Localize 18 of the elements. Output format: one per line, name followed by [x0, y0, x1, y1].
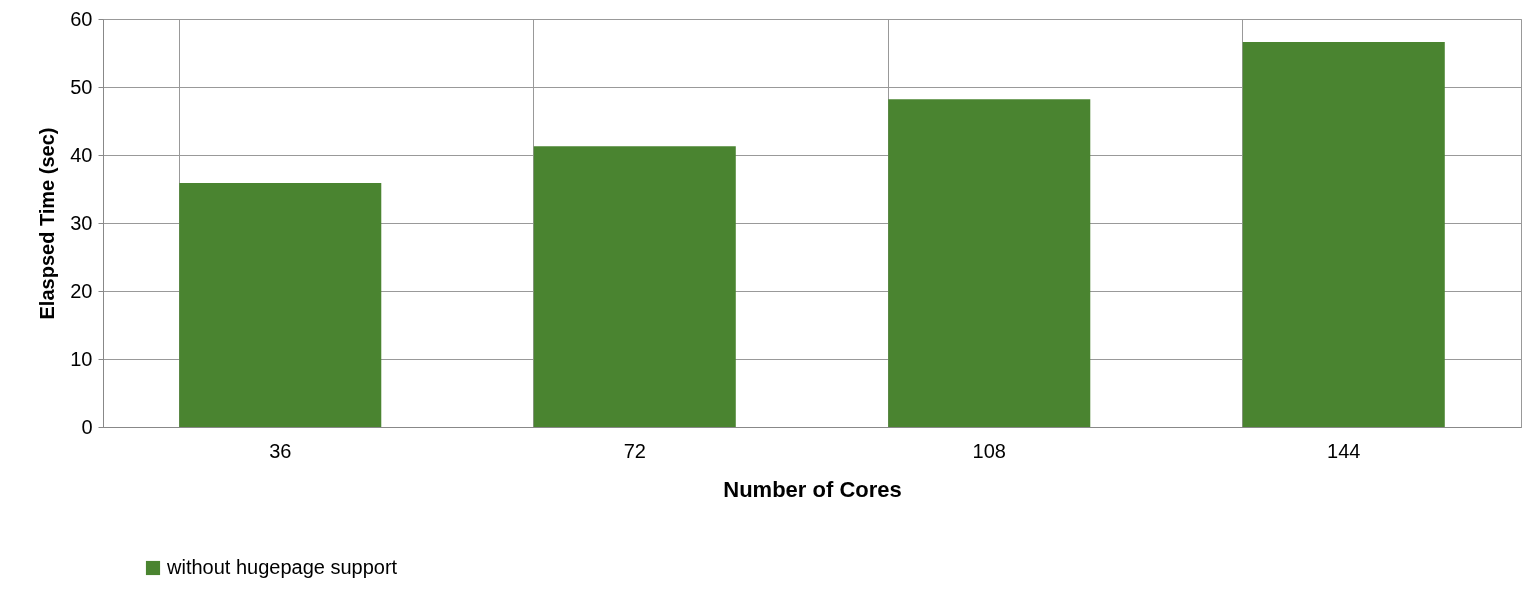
x-tick-label: 72: [623, 439, 646, 462]
y-tick-label: 40: [70, 143, 93, 166]
y-tick-label: 0: [81, 415, 93, 438]
y-tick-label: 10: [70, 347, 93, 370]
bar: [179, 182, 382, 427]
x-tick-label: 36: [269, 439, 292, 462]
y-tick-label: 50: [70, 75, 93, 98]
bar: [533, 146, 736, 427]
x-axis-title: Number of Cores: [723, 476, 902, 502]
legend-label: without hugepage support: [166, 556, 398, 578]
x-tick-label: 108: [972, 439, 1006, 462]
bar: [888, 99, 1091, 427]
y-tick-label: 20: [70, 279, 93, 302]
bar: [1242, 42, 1445, 427]
y-axis-title: Elaspsed Time (sec): [36, 127, 59, 320]
y-tick-label: 30: [70, 211, 93, 234]
y-tick-label: 60: [70, 7, 93, 30]
x-tick-label: 144: [1327, 439, 1361, 462]
